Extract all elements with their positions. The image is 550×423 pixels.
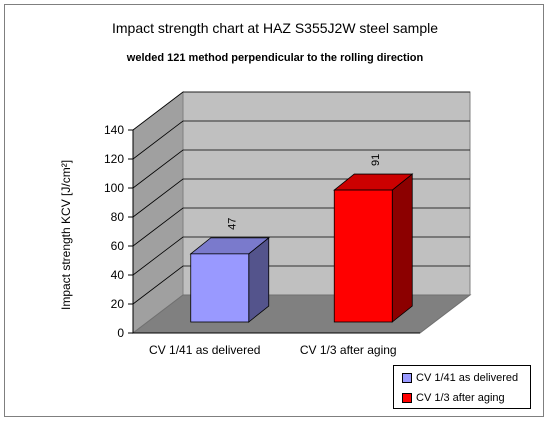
y-tick-label: 120 bbox=[104, 152, 124, 166]
side-wall bbox=[132, 90, 184, 335]
y-tick-label: 40 bbox=[111, 268, 125, 282]
legend-item: CV 1/41 as delivered bbox=[402, 372, 518, 384]
data-label: 47 bbox=[227, 218, 239, 230]
bar-front bbox=[190, 253, 250, 323]
x-axis-labels: CV 1/41 as delivered CV 1/3 after aging bbox=[149, 343, 397, 357]
legend-swatch-red bbox=[402, 393, 412, 403]
bar-side bbox=[391, 173, 413, 323]
legend-item: CV 1/3 after aging bbox=[402, 392, 505, 404]
x-tick-label: CV 1/3 after aging bbox=[300, 343, 397, 357]
gridline bbox=[132, 120, 470, 160]
gridline bbox=[132, 149, 470, 189]
legend: CV 1/41 as delivered CV 1/3 after aging bbox=[393, 365, 531, 409]
x-tick-label: CV 1/41 as delivered bbox=[149, 343, 260, 357]
bar: 91 bbox=[333, 154, 414, 323]
y-tick-label: 100 bbox=[104, 181, 124, 195]
data-label: 91 bbox=[370, 154, 382, 166]
gridline bbox=[132, 91, 470, 131]
legend-label: CV 1/3 after aging bbox=[416, 392, 505, 404]
y-axis-ticks: 0 20 40 60 80 100 120 140 bbox=[104, 123, 420, 340]
y-axis-label: Impact strength KCV [J/cm²] bbox=[59, 160, 73, 310]
y-tick-label: 0 bbox=[117, 326, 124, 340]
chart-subtitle: welded 121 method perpendicular to the r… bbox=[126, 52, 424, 64]
bars: 47 91 bbox=[189, 154, 414, 323]
legend-swatch-blue bbox=[402, 373, 412, 383]
bar: 47 bbox=[189, 218, 270, 323]
floor bbox=[131, 294, 472, 334]
legend-label: CV 1/41 as delivered bbox=[416, 372, 519, 384]
chart-title: Impact strength chart at HAZ S355J2W ste… bbox=[111, 20, 439, 36]
plot-walls bbox=[131, 90, 472, 335]
y-tick-label: 60 bbox=[111, 239, 125, 253]
y-tick-label: 20 bbox=[111, 297, 125, 311]
y-tick-label: 80 bbox=[111, 210, 125, 224]
bar-front bbox=[333, 189, 393, 323]
y-tick-label: 140 bbox=[104, 123, 124, 137]
